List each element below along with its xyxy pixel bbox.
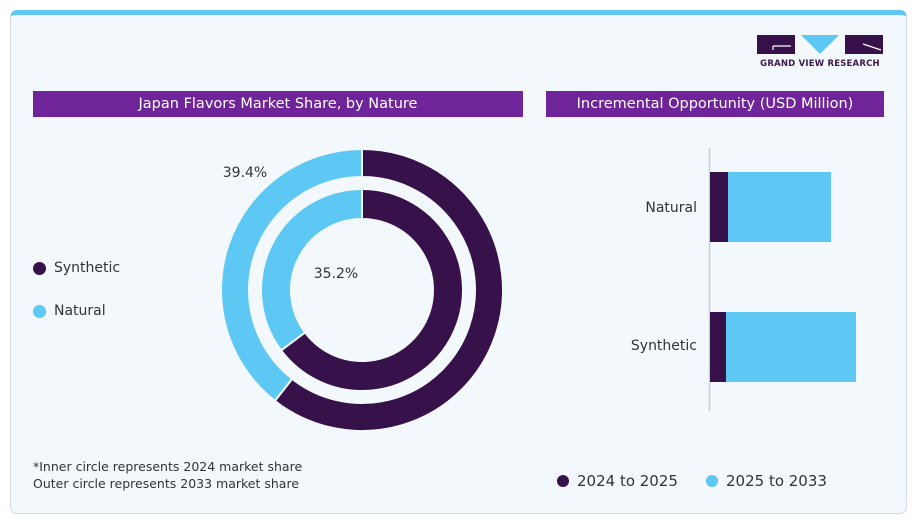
legend-dot-natural-icon <box>33 304 46 318</box>
bar-synthetic-2024-to-2025 <box>710 312 726 382</box>
bar-natural-2025-to-2033 <box>728 172 831 242</box>
legend-label: Natural <box>54 303 106 319</box>
legend-label: 2024 to 2025 <box>577 472 678 490</box>
right-panel-title: Incremental Opportunity (USD Million) <box>546 91 884 117</box>
legend-item-natural: Natural <box>33 303 106 319</box>
bar-synthetic-2025-to-2033 <box>726 312 856 382</box>
logo-mark-icon <box>757 35 883 54</box>
legend-label: Synthetic <box>54 260 121 276</box>
category-label-synthetic: Synthetic <box>631 338 697 354</box>
legend-dot-synthetic-icon <box>33 261 46 275</box>
donut-slice-2024-synthetic <box>279 187 464 392</box>
donut-slice-2033-synthetic <box>273 147 504 432</box>
footnote-line-inner: *Inner circle represents 2024 market sha… <box>33 459 303 474</box>
footnote-line-outer: Outer circle represents 2033 market shar… <box>33 476 300 491</box>
left-panel-title: Japan Flavors Market Share, by Nature <box>33 91 523 117</box>
legend-item-2024-2025: 2024 to 2025 <box>557 472 678 490</box>
donut-slice-2024-natural <box>260 187 363 352</box>
legend-dot-2025-2033-icon <box>706 475 718 487</box>
legend-item-2025-2033: 2025 to 2033 <box>706 472 827 490</box>
legend-item-synthetic: Synthetic <box>33 260 120 276</box>
brand-logo: GRAND VIEW RESEARCH <box>757 33 883 73</box>
brand-name: GRAND VIEW RESEARCH <box>760 59 880 69</box>
inner-ring-data-label: 35.2% <box>314 266 358 282</box>
category-label-natural: Natural <box>645 200 697 216</box>
footnote: *Inner circle represents 2024 market sha… <box>33 458 302 492</box>
bar-natural-2024-to-2025 <box>710 172 728 242</box>
legend-label: 2025 to 2033 <box>726 472 827 490</box>
legend-dot-2024-2025-icon <box>557 475 569 487</box>
donut-slice-2033-natural <box>220 147 363 403</box>
outer-ring-data-label: 39.4% <box>223 165 267 181</box>
